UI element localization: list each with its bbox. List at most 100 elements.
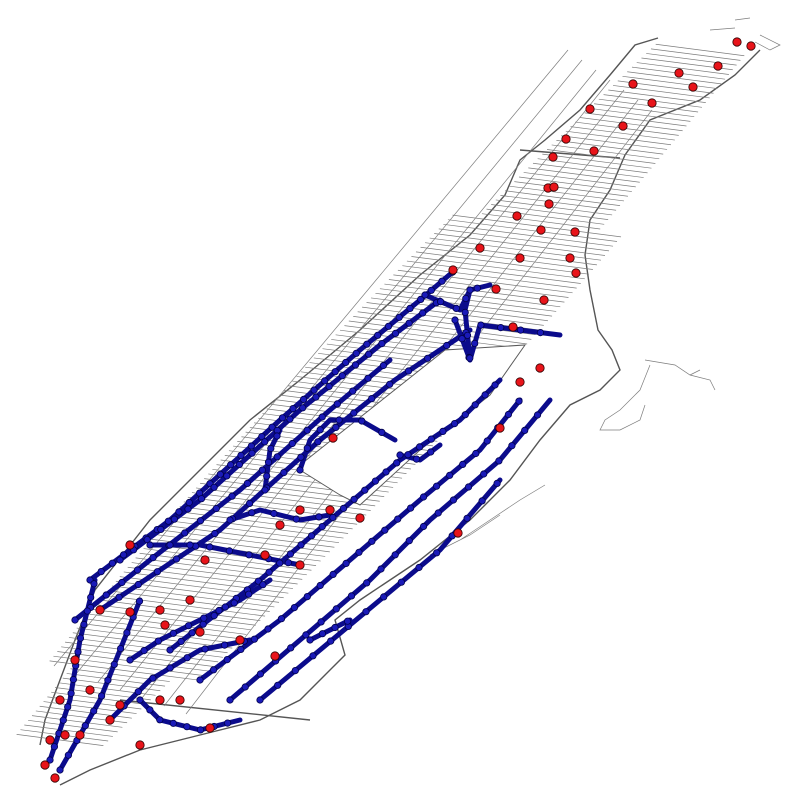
route-node xyxy=(226,696,234,704)
route-node xyxy=(215,606,223,615)
route-node xyxy=(188,629,196,637)
route-node xyxy=(417,295,425,303)
station-marker xyxy=(688,82,698,92)
route-node xyxy=(81,722,89,730)
route-node xyxy=(212,504,220,513)
route-node xyxy=(307,532,316,540)
route-node xyxy=(333,400,341,408)
route-node xyxy=(80,620,88,629)
cross-street xyxy=(24,724,113,737)
route-node xyxy=(432,482,441,490)
station-marker xyxy=(713,61,723,71)
route-node xyxy=(315,513,323,521)
station-marker xyxy=(589,146,599,156)
route-node xyxy=(216,470,224,478)
avenue xyxy=(141,89,625,699)
route-node xyxy=(350,409,358,417)
route-node xyxy=(412,455,421,463)
route-node xyxy=(185,622,193,630)
cross-street xyxy=(115,580,280,603)
route-node xyxy=(317,618,325,626)
route-node xyxy=(318,630,327,638)
route-node xyxy=(149,553,157,562)
route-node xyxy=(245,551,253,559)
route-node xyxy=(461,411,469,419)
station-marker xyxy=(355,513,365,523)
route-node xyxy=(415,563,423,572)
route-node xyxy=(306,636,314,644)
route-node xyxy=(278,414,287,422)
route-node xyxy=(423,354,432,362)
route-node xyxy=(364,374,372,382)
station-marker xyxy=(175,695,185,705)
route-line xyxy=(307,617,353,643)
route-node xyxy=(342,559,350,568)
route-node xyxy=(169,719,177,727)
route-node xyxy=(473,284,481,292)
route-node xyxy=(140,646,148,655)
station-marker xyxy=(325,505,335,515)
route-node xyxy=(415,443,424,451)
route-node xyxy=(59,716,67,724)
route-node xyxy=(126,656,134,664)
route-node xyxy=(378,339,386,348)
cross-street xyxy=(556,140,664,155)
cross-street xyxy=(509,185,625,202)
east-shoreline-road xyxy=(59,49,761,786)
station-marker xyxy=(328,433,338,443)
cross-street xyxy=(76,627,233,649)
route-node xyxy=(393,459,401,467)
route-node xyxy=(237,451,245,459)
route-node xyxy=(395,313,403,321)
cross-street xyxy=(16,734,104,746)
station-marker xyxy=(270,651,280,661)
cross-street xyxy=(397,269,573,294)
route-node xyxy=(64,703,72,711)
cross-street xyxy=(111,585,275,608)
route-line xyxy=(227,507,333,523)
route-node xyxy=(350,495,358,503)
route-node xyxy=(299,404,307,412)
route-node xyxy=(259,581,267,589)
cross-street xyxy=(505,190,621,206)
station-marker xyxy=(647,98,657,108)
route-node xyxy=(133,566,142,574)
route-node xyxy=(177,637,185,646)
station-marker xyxy=(628,79,638,89)
route-node xyxy=(210,666,218,674)
station-marker xyxy=(539,295,549,305)
cross-street xyxy=(579,117,683,132)
route-node xyxy=(493,479,501,487)
cross-street xyxy=(92,609,252,631)
cross-street xyxy=(551,144,660,160)
cross-street xyxy=(500,195,617,211)
route-node xyxy=(273,432,281,440)
station-marker xyxy=(105,715,115,725)
cross-street xyxy=(353,316,532,340)
route-node xyxy=(380,593,388,601)
route-node xyxy=(533,411,542,419)
route-node xyxy=(166,646,174,654)
route-node xyxy=(206,543,214,551)
route-node xyxy=(339,504,348,512)
cross-street xyxy=(357,311,536,336)
east-island-roads xyxy=(599,359,716,431)
route-node xyxy=(74,648,82,656)
cross-street xyxy=(532,162,644,178)
cross-street xyxy=(636,62,729,75)
route-node xyxy=(56,766,64,774)
station-marker xyxy=(70,655,80,665)
route-node xyxy=(156,716,164,724)
route-node xyxy=(451,316,459,324)
route-node xyxy=(290,603,298,612)
route-node xyxy=(245,590,253,598)
avenue xyxy=(119,79,611,691)
route-node xyxy=(461,308,469,316)
cross-street xyxy=(420,246,593,270)
station-marker xyxy=(571,268,581,278)
station-marker xyxy=(135,740,145,750)
route-node xyxy=(316,426,324,434)
route-node xyxy=(157,525,165,534)
station-marker xyxy=(548,152,558,162)
cross-street xyxy=(28,719,118,733)
